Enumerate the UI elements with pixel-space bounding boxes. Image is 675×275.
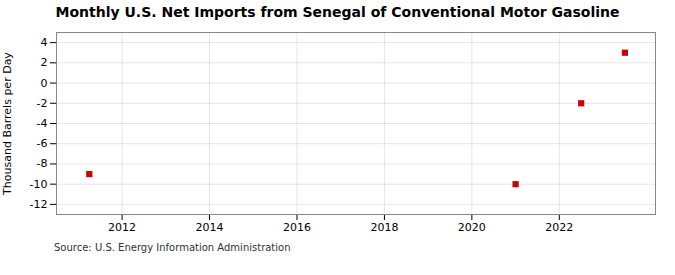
- svg-text:-2: -2: [37, 97, 48, 110]
- svg-text:2012: 2012: [108, 221, 136, 234]
- svg-text:-6: -6: [37, 137, 48, 150]
- html-text:Source: U.S. Energy Informatio: Source: U.S. Energy Information Administ…: [54, 242, 291, 253]
- svg-text:2020: 2020: [458, 221, 486, 234]
- svg-text:2014: 2014: [196, 221, 224, 234]
- svg-text:-12: -12: [30, 198, 48, 211]
- svg-text:-4: -4: [37, 117, 48, 130]
- svg-text:2018: 2018: [370, 221, 398, 234]
- svg-text:0: 0: [41, 77, 48, 90]
- svg-text:-10: -10: [30, 178, 48, 191]
- svg-text:4: 4: [41, 36, 48, 49]
- svg-text:-8: -8: [37, 157, 48, 170]
- svg-text:2022: 2022: [545, 221, 573, 234]
- svg-text:Thousand Barrels per Day: Thousand Barrels per Day: [1, 52, 14, 196]
- html-text:Monthly U.S. Net Imports from: Monthly U.S. Net Imports from Senegal of…: [55, 4, 620, 20]
- svg-text:2016: 2016: [283, 221, 311, 234]
- svg-text:2: 2: [41, 56, 48, 69]
